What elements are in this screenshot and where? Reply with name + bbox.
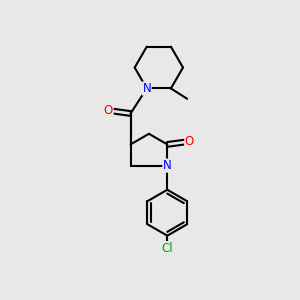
Text: O: O bbox=[104, 104, 113, 117]
Text: N: N bbox=[163, 159, 172, 172]
Text: Cl: Cl bbox=[161, 242, 173, 255]
Text: O: O bbox=[185, 135, 194, 148]
Text: N: N bbox=[142, 82, 151, 95]
